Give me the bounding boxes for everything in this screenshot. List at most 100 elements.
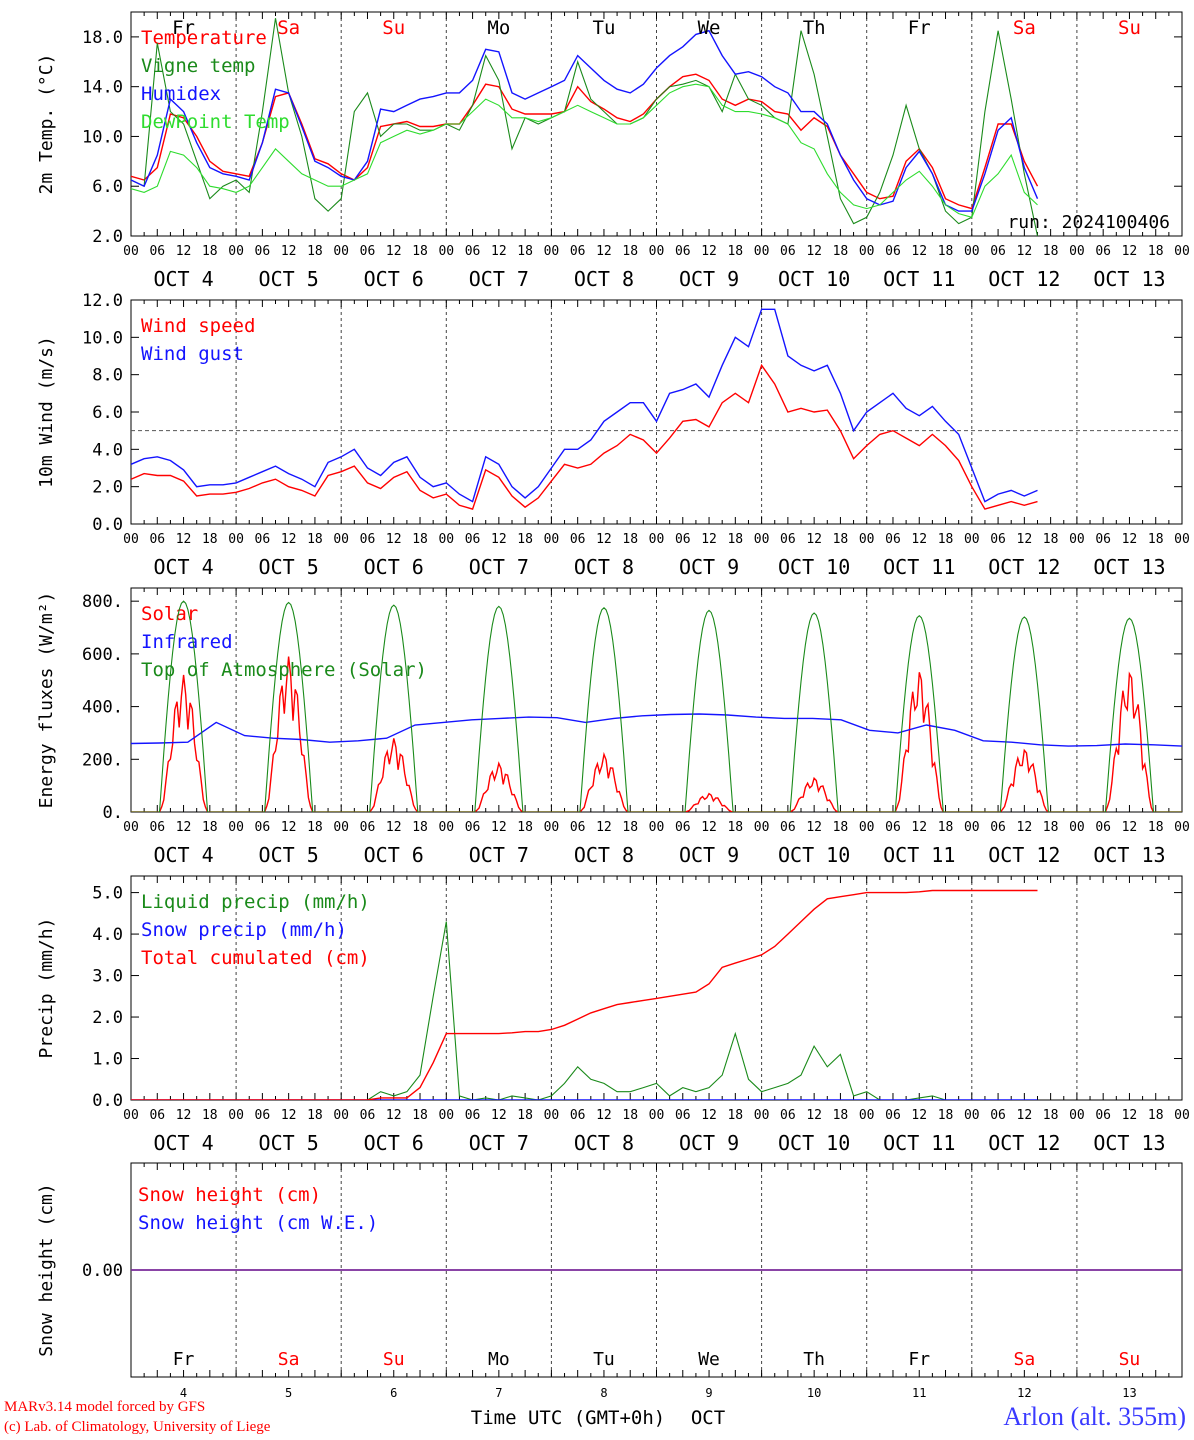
y-axis-label: Snow height (cm) [36,1183,57,1356]
legend-entry: Snow precip (mm/h) [141,919,347,941]
hour-tick-label: 06 [990,820,1006,835]
hour-tick-label: 18 [1148,820,1164,835]
legend-entry: Humidex [141,83,221,105]
date-label: OCT 11 [883,843,955,867]
date-label: OCT 9 [679,1131,739,1155]
y-tick-label: 6.0 [92,177,123,197]
date-label: OCT 8 [574,267,634,291]
y-tick-label: 0. [103,803,123,823]
hour-tick-label: 18 [202,244,218,259]
hour-tick-label: 12 [386,244,402,259]
y-tick-label: 600. [82,645,123,665]
hour-tick-label: 12 [491,244,507,259]
hour-tick-label: 00 [228,820,244,835]
hour-tick-label: 18 [727,820,743,835]
panel-4: 00 06 12 18 00 06 12 18 00 06 12 18 00 06 12 18 00 06 12 18… [36,875,1190,1155]
hour-tick-label: 18 [833,532,849,547]
hour-tick-label: 00 [1069,820,1085,835]
hour-tick-label: 12 [281,820,297,835]
day-number-label: 7 [495,1386,502,1400]
x-axis-label: Time UTC (GMT+0h) [471,1407,665,1429]
hour-tick-label: 06 [465,1108,481,1123]
hour-tick-label: 00 [123,244,139,259]
hour-tick-label: 06 [149,1108,165,1123]
hour-tick-label: 18 [622,1108,638,1123]
hour-tick-label: 06 [149,244,165,259]
hour-tick-label: 18 [517,820,533,835]
hour-tick-label: 12 [911,1108,927,1123]
hour-tick-label: 18 [517,532,533,547]
day-name-label: Tu [593,1349,615,1370]
date-label: OCT 13 [1093,267,1165,291]
day-name-label: Fr [172,17,195,39]
hour-tick-label: 12 [806,244,822,259]
series-line-total-cumulated-cm- [131,889,1038,1100]
hour-tick-label: 06 [675,244,691,259]
date-label: OCT 7 [469,267,529,291]
hour-tick-label: 12 [176,244,192,259]
hour-tick-label: 18 [1148,532,1164,547]
date-label: OCT 7 [469,555,529,579]
date-label: OCT 11 [883,555,955,579]
series-line-wind-speed [131,363,1038,510]
y-axis-label: Precip (mm/h) [36,918,57,1059]
date-label: OCT 10 [778,843,850,867]
hour-tick-label: 06 [675,1108,691,1123]
hour-tick-label: 18 [202,1108,218,1123]
hour-tick-label: 18 [307,244,323,259]
hour-tick-label: 06 [990,532,1006,547]
hour-tick-label: 12 [806,820,822,835]
day-name-label: Sa [278,1349,300,1370]
day-number-label: 12 [1017,1386,1031,1400]
y-tick-label: 5.0 [92,884,123,904]
y-tick-label: 10.0 [82,328,123,348]
hour-tick-label: 00 [649,1108,665,1123]
day-number-label: 6 [390,1386,397,1400]
series-line-wind-gust [131,308,1038,503]
hour-tick-label: 00 [544,1108,560,1123]
hour-tick-label: 06 [885,244,901,259]
day-number-label: 11 [912,1386,926,1400]
date-label: OCT 10 [778,267,850,291]
hour-tick-label: 12 [176,820,192,835]
date-label: OCT 6 [364,1131,424,1155]
y-tick-label: 2.0 [92,478,123,498]
date-label: OCT 5 [259,267,319,291]
hour-tick-label: 18 [307,532,323,547]
day-name-label: Fr [173,1349,195,1370]
hour-tick-label: 06 [780,820,796,835]
hour-tick-label: 12 [281,244,297,259]
date-label: OCT 8 [574,1131,634,1155]
date-label: OCT 4 [153,1131,213,1155]
day-name-label: Fr [908,17,931,39]
hour-tick-label: 00 [754,532,770,547]
hour-tick-label: 00 [754,1108,770,1123]
hour-tick-label: 06 [1095,532,1111,547]
panel-frame [130,587,1183,813]
hour-tick-label: 12 [1122,532,1138,547]
run-label: run: 2024100406 [1007,212,1170,233]
y-tick-label: 2.0 [92,227,123,247]
hour-tick-label: 12 [1122,1108,1138,1123]
model-credit-line: MARv3.14 model forced by GFS [4,1399,206,1415]
hour-tick-label: 12 [176,532,192,547]
hour-tick-label: 18 [1148,244,1164,259]
date-label: OCT 8 [574,843,634,867]
series-line-solar [131,656,1182,812]
hour-tick-label: 00 [228,532,244,547]
hour-tick-label: 06 [255,820,271,835]
hour-tick-label: 18 [727,1108,743,1123]
hour-tick-label: 00 [1174,244,1190,259]
y-tick-label: 8.0 [92,366,123,386]
hour-tick-label: 00 [754,820,770,835]
hour-tick-label: 00 [964,244,980,259]
hour-tick-label: 18 [622,244,638,259]
hour-tick-label: 06 [780,1108,796,1123]
hour-tick-label: 06 [255,1108,271,1123]
hour-tick-label: 06 [885,820,901,835]
hour-tick-label: 00 [228,244,244,259]
y-tick-label: 6.0 [92,403,123,423]
legend-entry: Liquid precip (mm/h) [141,891,370,913]
day-name-label: We [698,1349,720,1370]
legend-entry: Solar [141,603,198,625]
